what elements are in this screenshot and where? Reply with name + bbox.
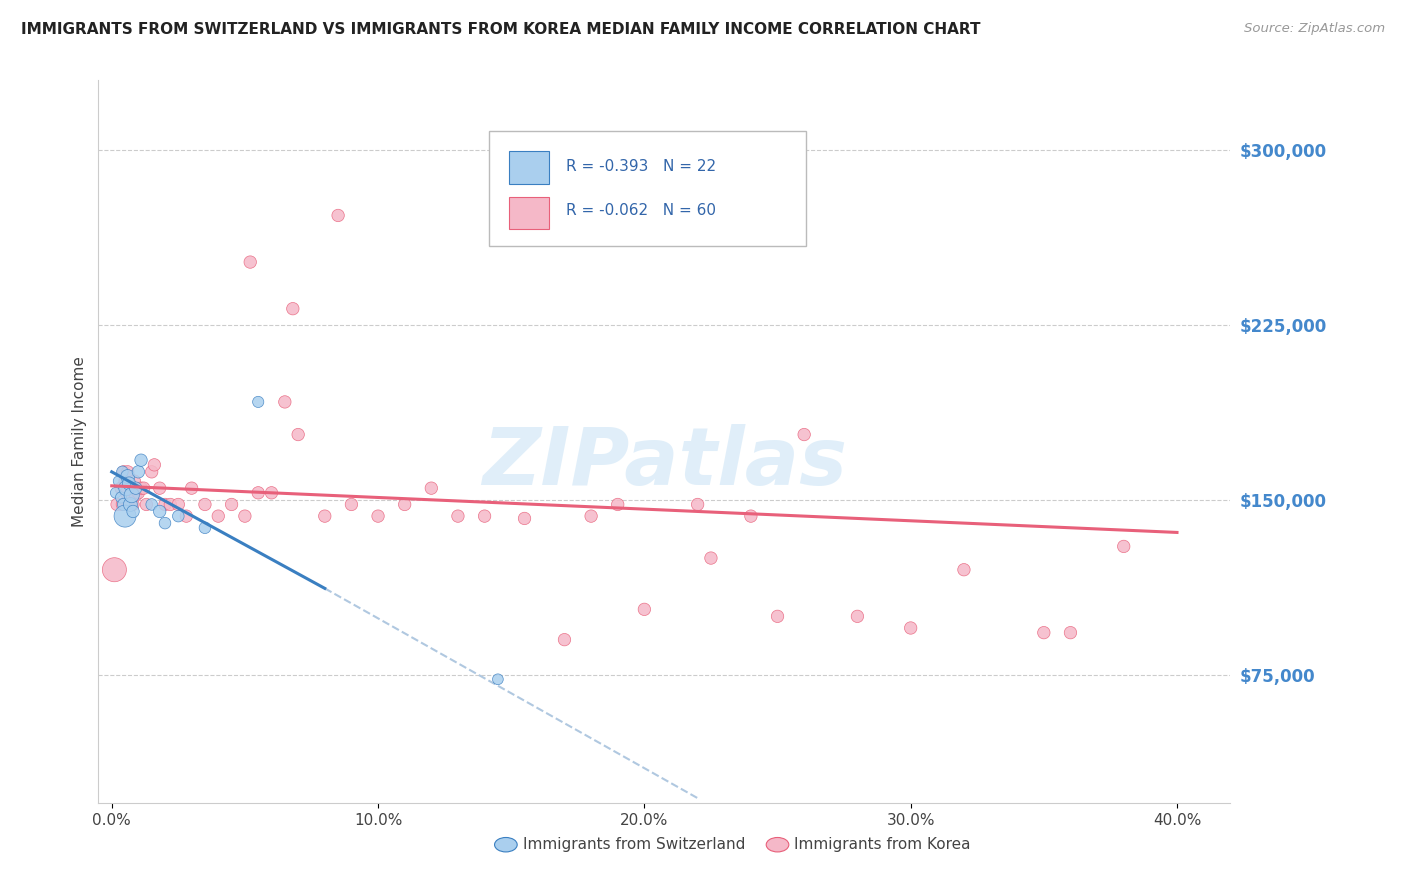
Point bbox=[740, 509, 762, 524]
Point bbox=[112, 498, 135, 512]
Point bbox=[135, 498, 157, 512]
Point bbox=[110, 491, 132, 505]
Point bbox=[129, 481, 152, 495]
Point bbox=[107, 474, 129, 488]
Point bbox=[127, 485, 149, 500]
FancyBboxPatch shape bbox=[489, 131, 806, 246]
Point bbox=[314, 509, 336, 524]
Point bbox=[274, 395, 297, 409]
Point bbox=[143, 458, 166, 472]
Point bbox=[900, 621, 922, 635]
Point bbox=[1032, 625, 1054, 640]
Point bbox=[281, 301, 304, 316]
Point bbox=[233, 509, 256, 524]
Point bbox=[766, 609, 789, 624]
Point bbox=[149, 481, 172, 495]
Point bbox=[118, 498, 141, 512]
Text: ZIPatlas: ZIPatlas bbox=[482, 425, 846, 502]
Bar bbox=[509, 196, 548, 229]
Point bbox=[114, 509, 136, 524]
Point bbox=[420, 481, 443, 495]
Point bbox=[149, 504, 172, 518]
Point bbox=[180, 481, 202, 495]
Point bbox=[122, 504, 145, 518]
Point bbox=[124, 474, 146, 488]
Point bbox=[340, 498, 363, 512]
Point bbox=[103, 563, 125, 577]
Bar bbox=[509, 151, 548, 184]
Text: Immigrants from Korea: Immigrants from Korea bbox=[794, 838, 972, 852]
Text: Source: ZipAtlas.com: Source: ZipAtlas.com bbox=[1244, 22, 1385, 36]
Point bbox=[120, 488, 142, 502]
Point bbox=[1112, 540, 1135, 554]
Point bbox=[141, 465, 163, 479]
Point bbox=[167, 509, 190, 524]
Point bbox=[326, 209, 349, 223]
Point bbox=[700, 551, 723, 566]
Point bbox=[117, 469, 139, 483]
Point bbox=[121, 488, 143, 502]
Circle shape bbox=[495, 838, 517, 852]
Text: R = -0.393   N = 22: R = -0.393 N = 22 bbox=[565, 159, 716, 174]
Point bbox=[247, 485, 270, 500]
Point bbox=[111, 498, 134, 512]
Point bbox=[846, 609, 869, 624]
Point bbox=[553, 632, 575, 647]
Point bbox=[606, 498, 628, 512]
Text: R = -0.062   N = 60: R = -0.062 N = 60 bbox=[565, 203, 716, 219]
Point bbox=[474, 509, 496, 524]
Point bbox=[159, 498, 181, 512]
Text: IMMIGRANTS FROM SWITZERLAND VS IMMIGRANTS FROM KOREA MEDIAN FAMILY INCOME CORREL: IMMIGRANTS FROM SWITZERLAND VS IMMIGRANT… bbox=[21, 22, 980, 37]
Point bbox=[121, 498, 143, 512]
Point bbox=[122, 498, 145, 512]
Point bbox=[221, 498, 243, 512]
Point bbox=[260, 485, 283, 500]
Point bbox=[394, 498, 416, 512]
Point bbox=[486, 673, 509, 687]
Point bbox=[132, 481, 155, 495]
Point bbox=[153, 498, 176, 512]
Point bbox=[104, 485, 127, 500]
Point bbox=[239, 255, 262, 269]
Point bbox=[110, 481, 132, 495]
Point bbox=[141, 498, 163, 512]
Y-axis label: Median Family Income: Median Family Income bbox=[72, 356, 87, 527]
Point bbox=[115, 485, 138, 500]
Point bbox=[125, 481, 148, 495]
Point bbox=[287, 427, 309, 442]
Point bbox=[112, 465, 135, 479]
Point bbox=[129, 453, 152, 467]
Point bbox=[953, 563, 976, 577]
Point bbox=[207, 509, 229, 524]
Text: Immigrants from Switzerland: Immigrants from Switzerland bbox=[523, 838, 745, 852]
Point bbox=[633, 602, 655, 616]
Point bbox=[127, 465, 149, 479]
Point bbox=[111, 465, 134, 479]
Point bbox=[579, 509, 602, 524]
Point bbox=[367, 509, 389, 524]
Point bbox=[114, 474, 136, 488]
Point bbox=[793, 427, 815, 442]
Point bbox=[153, 516, 176, 530]
Point bbox=[120, 498, 142, 512]
Point bbox=[118, 476, 141, 491]
Point bbox=[686, 498, 709, 512]
Point bbox=[1059, 625, 1081, 640]
Point bbox=[167, 498, 190, 512]
Point bbox=[194, 521, 217, 535]
Point bbox=[125, 488, 148, 502]
Point bbox=[115, 481, 138, 495]
Point bbox=[117, 465, 139, 479]
Point bbox=[447, 509, 470, 524]
Point bbox=[247, 395, 270, 409]
Point bbox=[105, 498, 128, 512]
Circle shape bbox=[766, 838, 789, 852]
Point bbox=[513, 511, 536, 525]
Point bbox=[194, 498, 217, 512]
Point bbox=[176, 509, 198, 524]
